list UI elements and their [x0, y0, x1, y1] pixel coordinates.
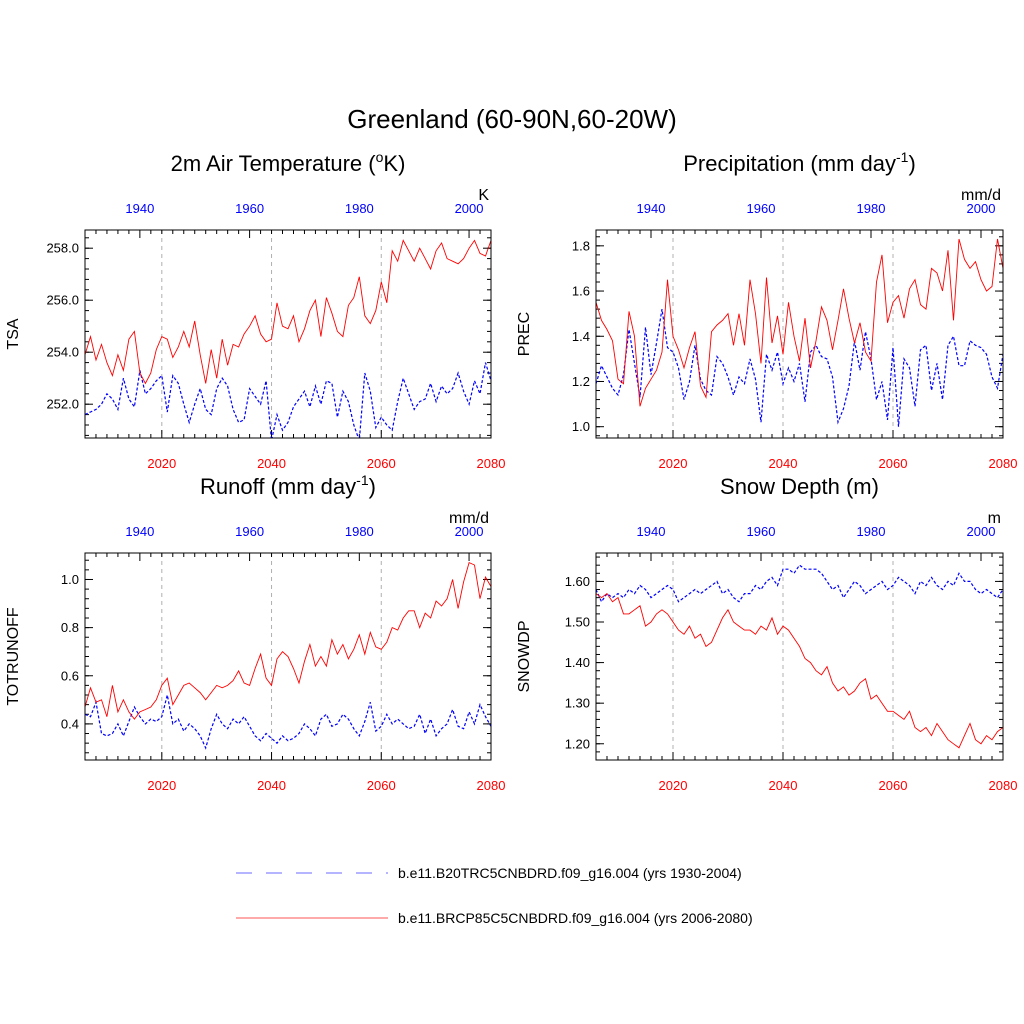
- x-bottom-tick-label: 2080: [989, 456, 1018, 471]
- y-tick-label: 0.8: [61, 620, 79, 635]
- y-tick-label: 254.0: [46, 345, 79, 360]
- x-top-tick-label: 1940: [637, 524, 666, 539]
- chart-title-main: Snow Depth (m): [720, 474, 879, 499]
- series-line-hist: [85, 694, 491, 750]
- y-tick-label: 0.6: [61, 668, 79, 683]
- series-line-hist: [596, 309, 1003, 427]
- chart-title-main: 2m Air Temperature (: [171, 151, 377, 176]
- chart-title-tail: K): [383, 151, 405, 176]
- y-tick-label: 1.0: [61, 572, 79, 587]
- y-axis-label: SNOWDP: [516, 621, 533, 693]
- y-axis-label: TOTRUNOFF: [5, 607, 22, 706]
- x-top-tick-label: 1980: [345, 201, 374, 216]
- x-top-tick-label: 1940: [125, 524, 154, 539]
- series-line-future: [596, 238, 1003, 407]
- x-top-tick-label: 1960: [747, 201, 776, 216]
- plot-frame: [84, 552, 492, 761]
- y-tick-label: 1.2: [572, 374, 590, 389]
- chart-title: Precipitation (mm day-1): [683, 149, 916, 176]
- chart-title-main: Runoff (mm day: [200, 474, 356, 499]
- y-tick-label: 1.50: [565, 615, 590, 630]
- legend: b.e11.B20TRC5CNBDRD.f09_g16.004 (yrs 193…: [236, 865, 753, 926]
- x-top-tick-label: 1940: [125, 201, 154, 216]
- x-bottom-tick-label: 2020: [147, 778, 176, 793]
- chart-panels: 2m Air Temperature (oK) K TSA 252.0 254.0 256…: [5, 149, 1017, 793]
- y-axis-label: TSA: [5, 318, 22, 349]
- chart-panel-snowdp: Snow Depth (m) m SNOWDP 1.20 1.30 1.40 1.50 1.6…: [516, 474, 1017, 793]
- y-tick-label: 252.0: [46, 397, 79, 412]
- x-bottom-tick-label: 2020: [147, 456, 176, 471]
- legend-label-future: b.e11.BRCP85C5CNBDRD.f09_g16.004 (yrs 20…: [398, 910, 753, 926]
- y-tick-label: 1.20: [565, 736, 590, 751]
- y-tick-label: 1.60: [565, 574, 590, 589]
- x-top-tick-label: 1940: [637, 201, 666, 216]
- y-tick-label: 1.30: [565, 696, 590, 711]
- x-bottom-tick-label: 2080: [477, 778, 506, 793]
- chart-title: 2m Air Temperature (oK): [171, 149, 406, 176]
- x-bottom-tick-label: 2040: [257, 778, 286, 793]
- units-label: mm/d: [449, 510, 489, 527]
- y-tick-label: 1.4: [572, 329, 590, 344]
- series-line-hist: [596, 564, 1003, 603]
- x-top-tick-label: 2000: [455, 524, 484, 539]
- x-bottom-tick-label: 2040: [257, 456, 286, 471]
- x-bottom-tick-label: 2060: [879, 778, 908, 793]
- x-bottom-tick-label: 2080: [477, 456, 506, 471]
- chart-title: Snow Depth (m): [720, 474, 879, 499]
- x-bottom-tick-label: 2040: [769, 778, 798, 793]
- x-bottom-tick-label: 2060: [367, 778, 396, 793]
- chart-panel-runoff: Runoff (mm day-1) mm/d TOTRUNOFF 0.4 0.6 0.8 1…: [5, 472, 505, 793]
- series-line-hist: [85, 362, 491, 438]
- plot-frame: [595, 229, 1004, 439]
- chart-title-superscript: -1: [896, 149, 909, 165]
- chart-panel-tsa: 2m Air Temperature (oK) K TSA 252.0 254.0 256…: [5, 149, 505, 471]
- legend-label-hist: b.e11.B20TRC5CNBDRD.f09_g16.004 (yrs 193…: [398, 865, 742, 881]
- y-tick-label: 1.40: [565, 655, 590, 670]
- page-title: Greenland (60-90N,60-20W): [347, 104, 677, 134]
- x-top-tick-label: 1960: [235, 524, 264, 539]
- chart-title: Runoff (mm day-1): [200, 472, 376, 499]
- y-tick-label: 0.4: [61, 716, 79, 731]
- series-line-future: [85, 561, 491, 720]
- units-label: mm/d: [961, 187, 1001, 204]
- chart-panel-prec: Precipitation (mm day-1) mm/d PREC 1.0 1.2 1.…: [516, 149, 1017, 471]
- x-bottom-tick-label: 2080: [989, 778, 1018, 793]
- x-bottom-tick-label: 2040: [769, 456, 798, 471]
- y-tick-label: 256.0: [46, 293, 79, 308]
- units-label: K: [478, 187, 489, 204]
- units-label: m: [988, 510, 1001, 527]
- x-bottom-tick-label: 2060: [879, 456, 908, 471]
- x-top-tick-label: 1960: [235, 201, 264, 216]
- x-top-tick-label: 1980: [857, 524, 886, 539]
- y-tick-label: 1.8: [572, 238, 590, 253]
- x-top-tick-label: 2000: [967, 524, 996, 539]
- chart-title-superscript: -1: [356, 472, 369, 488]
- series-line-future: [85, 239, 491, 385]
- x-top-tick-label: 2000: [967, 201, 996, 216]
- x-top-tick-label: 1980: [345, 524, 374, 539]
- plot-frame: [84, 229, 492, 439]
- chart-title-superscript: o: [376, 149, 384, 165]
- chart-title-tail: ): [369, 474, 376, 499]
- x-top-tick-label: 1960: [747, 524, 776, 539]
- x-bottom-tick-label: 2060: [367, 456, 396, 471]
- plot-frame: [595, 552, 1004, 761]
- chart-title-tail: ): [908, 151, 915, 176]
- y-axis-label: PREC: [516, 312, 533, 356]
- series-line-future: [596, 592, 1003, 749]
- x-top-tick-label: 2000: [455, 201, 484, 216]
- x-bottom-tick-label: 2020: [659, 456, 688, 471]
- y-tick-label: 1.0: [572, 419, 590, 434]
- chart-title-main: Precipitation (mm day: [683, 151, 896, 176]
- x-bottom-tick-label: 2020: [659, 778, 688, 793]
- y-tick-label: 1.6: [572, 284, 590, 299]
- x-top-tick-label: 1980: [857, 201, 886, 216]
- y-tick-label: 258.0: [46, 241, 79, 256]
